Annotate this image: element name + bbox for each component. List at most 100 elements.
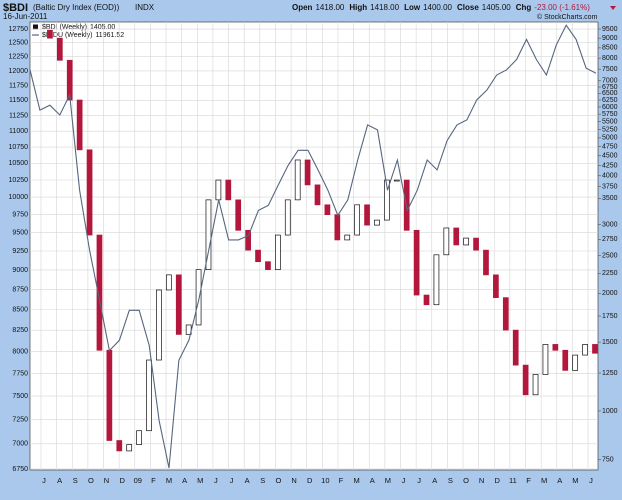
x-tick-label: J — [42, 476, 46, 485]
y-tick-label: 12000 — [9, 68, 29, 75]
candle — [47, 29, 53, 39]
candle — [344, 234, 351, 241]
y2-tick-label: 7000 — [602, 78, 618, 85]
candle — [165, 274, 172, 291]
candle — [572, 354, 579, 371]
watermark: © StockCharts.com — [537, 13, 598, 21]
y2-tick-label: 9000 — [602, 35, 618, 42]
candle — [225, 179, 232, 201]
quote-value: -23.00 (-1.61%) — [534, 3, 590, 12]
legend-entry: $INDU (Weekly) 11961.52 — [42, 32, 124, 39]
y-tick-label: 11250 — [9, 112, 28, 119]
y2-tick-label: 1250 — [602, 370, 618, 377]
candle — [205, 199, 212, 270]
quote-value: 1418.00 — [370, 3, 399, 12]
candle — [156, 289, 162, 361]
y2-tick-label: 5000 — [602, 135, 618, 142]
candle — [136, 430, 142, 445]
y2-tick-label: 750 — [602, 457, 614, 464]
candle — [582, 344, 588, 356]
y-tick-label: 7250 — [12, 416, 28, 423]
y-tick-label: 9250 — [12, 248, 28, 255]
y2-tick-label: 4250 — [602, 162, 618, 169]
candle — [512, 329, 519, 366]
x-tick-label: M — [541, 476, 547, 485]
y-tick-label: 9750 — [12, 211, 28, 218]
x-tick-label: A — [245, 476, 250, 485]
candle — [552, 344, 559, 351]
candle — [433, 254, 440, 306]
candle — [542, 344, 549, 375]
chart-title: $BDI — [3, 2, 28, 14]
y2-tick-label: 6500 — [602, 90, 618, 97]
x-tick-label: J — [417, 476, 421, 485]
y2-tick-label: 6750 — [602, 84, 618, 91]
y-tick-label: 11000 — [9, 128, 28, 135]
legend-name: $INDU (Weekly) — [42, 32, 92, 39]
y2-tick-label: 2250 — [602, 270, 618, 277]
y2-tick-label: 1750 — [602, 313, 618, 320]
x-tick-label: M — [353, 476, 359, 485]
candle — [413, 229, 420, 296]
y-tick-label: 10750 — [9, 144, 29, 151]
candle — [255, 249, 261, 263]
quote-label: Open — [292, 3, 313, 12]
candle — [443, 227, 450, 256]
y-tick-label: 8000 — [12, 348, 28, 355]
quote-label: Chg — [516, 3, 532, 12]
x-tick-label: S — [448, 476, 453, 485]
x-tick-label: 09 — [134, 476, 142, 485]
quote-label: Low — [404, 3, 421, 12]
x-tick-label: J — [230, 476, 234, 485]
y2-tick-label: 2750 — [602, 236, 618, 243]
y-tick-label: 12500 — [9, 40, 29, 47]
x-tick-label: 10 — [321, 476, 329, 485]
y-tick-label: 12750 — [9, 26, 29, 33]
quote-value: 1418.00 — [315, 3, 344, 12]
candle — [215, 179, 222, 201]
y-tick-label: 8500 — [12, 306, 28, 313]
chart-subtitle: (Baltic Dry Index (EOD)) — [33, 3, 120, 12]
y2-tick-label: 5750 — [602, 111, 618, 118]
candle — [96, 234, 103, 351]
x-tick-label: J — [402, 476, 406, 485]
candle — [393, 179, 400, 182]
candle — [374, 219, 380, 226]
candle — [364, 204, 370, 226]
candle — [562, 349, 569, 371]
x-tick-label: O — [463, 476, 469, 485]
legend: $BDI (Weekly) 1405.00$INDU (Weekly) 11961.… — [32, 24, 124, 39]
y-tick-label: 7750 — [12, 370, 28, 377]
x-tick-label: D — [307, 476, 313, 485]
quote-label: High — [349, 3, 367, 12]
y-tick-label: 6750 — [12, 466, 28, 473]
x-tick-label: A — [370, 476, 375, 485]
x-tick-label: M — [197, 476, 203, 485]
candle — [493, 274, 499, 298]
legend-swatch — [33, 24, 38, 30]
legend-entry: $BDI (Weekly) 1405.00 — [42, 24, 115, 31]
x-tick-label: A — [557, 476, 562, 485]
x-tick-label: A — [57, 476, 62, 485]
y-tick-label: 11500 — [9, 97, 28, 104]
quote: Open 1418.00 High 1418.00 Low 1400.00 Close 140… — [292, 3, 590, 12]
candle — [106, 349, 113, 441]
x-tick-label: M — [166, 476, 172, 485]
candle — [235, 199, 242, 231]
y2-tick-label: 1000 — [602, 408, 618, 415]
candle — [354, 204, 360, 236]
plot-area — [29, 21, 599, 471]
quote-label: Close — [457, 3, 479, 12]
x-tick-label: N — [104, 476, 109, 485]
candle — [453, 227, 460, 246]
y2-tick-label: 7500 — [602, 66, 618, 73]
y2-tick-label: 3500 — [602, 195, 618, 202]
y2-tick-label: 3000 — [602, 221, 618, 228]
legend-last: 1405.00 — [90, 24, 115, 31]
x-tick-label: M — [385, 476, 391, 485]
y-tick-label: 7000 — [12, 441, 28, 448]
candle — [324, 204, 331, 216]
y2-tick-label: 3750 — [602, 184, 618, 191]
candle — [384, 179, 390, 221]
candle — [463, 237, 470, 246]
